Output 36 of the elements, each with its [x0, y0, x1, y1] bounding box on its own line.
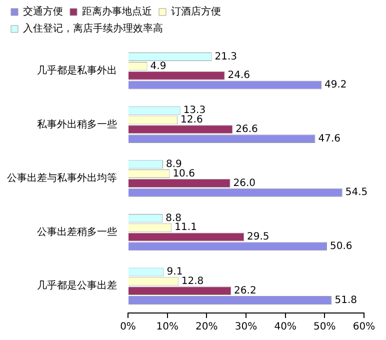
legend-label: 订酒店方便: [171, 6, 221, 18]
x-tick-label: 60%: [352, 322, 376, 333]
data-label: 13.3: [183, 105, 206, 116]
data-label: 47.6: [318, 133, 340, 144]
x-tick-label: 40%: [274, 322, 296, 333]
data-label: 8.9: [166, 158, 182, 170]
data-label: 9.1: [166, 266, 183, 278]
legend-label: 入住登记，离店手续办理效率高: [23, 22, 163, 35]
y-tick-label: 私事外出稍多一些: [37, 118, 117, 130]
x-tick-label: 0%: [120, 322, 136, 333]
data-label: 29.5: [247, 232, 270, 243]
y-tick-label: 几乎都是私事外出: [37, 64, 117, 76]
data-label: 50.6: [330, 241, 352, 252]
data-label: 11.1: [174, 222, 197, 234]
y-tick-label: 公事出差与私事外出均等: [7, 172, 117, 184]
data-label: 10.6: [172, 168, 195, 180]
data-label: 26.0: [233, 178, 256, 189]
data-label: 8.8: [166, 212, 182, 224]
x-tick-label: 30%: [234, 322, 258, 333]
y-tick-label: 公事出差稍多一些: [37, 226, 117, 238]
data-label: 26.6: [236, 124, 258, 135]
y-tick-label: 几乎都是公事出差: [37, 280, 117, 292]
data-label: 12.6: [180, 114, 203, 126]
data-label: 4.9: [150, 60, 166, 72]
legend-label: 交通方便: [23, 6, 63, 18]
x-tick-label: 50%: [314, 322, 336, 333]
data-label: 51.8: [334, 294, 358, 306]
x-tick-label: 10%: [156, 322, 178, 333]
legend-label: 距离办事地点近: [82, 6, 152, 18]
data-label: 12.8: [181, 276, 204, 287]
x-tick-label: 20%: [196, 322, 218, 333]
data-label: 24.6: [228, 70, 250, 82]
data-label: 54.5: [345, 187, 368, 198]
data-label: 21.3: [214, 51, 238, 62]
data-label: 26.2: [234, 285, 256, 296]
data-label: 49.2: [324, 80, 347, 91]
